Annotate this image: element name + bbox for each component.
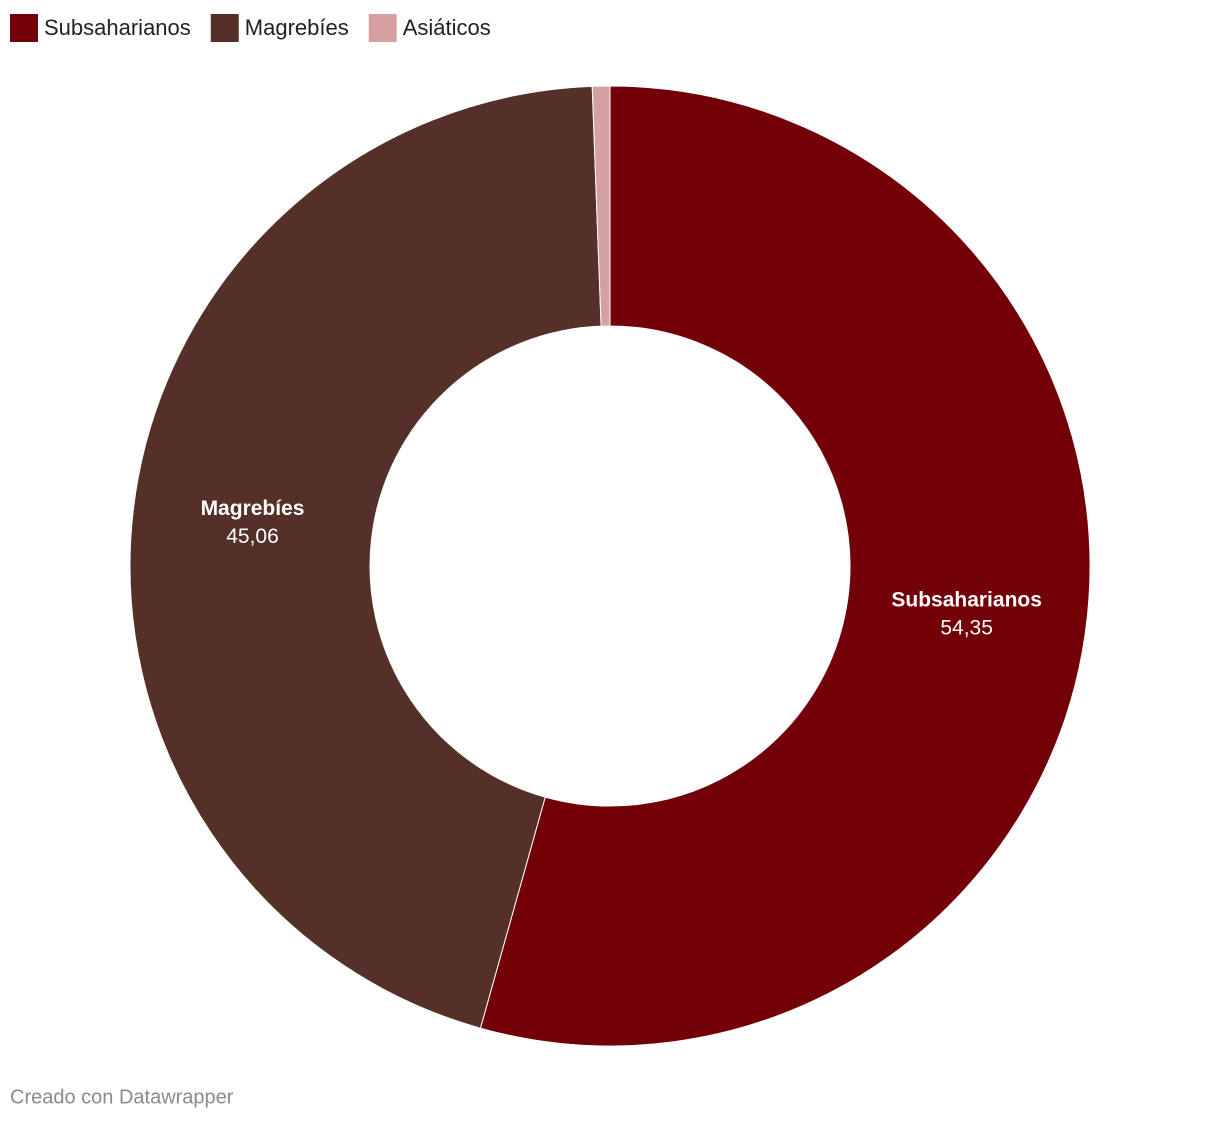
legend-label: Asiáticos	[403, 15, 491, 40]
legend-label: Subsaharianos	[44, 15, 191, 40]
legend-swatch	[10, 14, 38, 42]
legend-label: Magrebíes	[245, 15, 349, 40]
legend-swatch	[368, 14, 397, 42]
slice-value: 45,06	[226, 525, 279, 548]
slice-value: 54,35	[940, 617, 993, 640]
slice-name: Magrebíes	[201, 497, 305, 520]
slice-name: Subsaharianos	[891, 589, 1042, 612]
donut-slice	[591, 85, 611, 327]
legend-swatch	[210, 14, 239, 42]
donut-slice	[479, 85, 1091, 1047]
donut-slice	[129, 85, 602, 1029]
credit: Creado con Datawrapper	[10, 1086, 234, 1108]
